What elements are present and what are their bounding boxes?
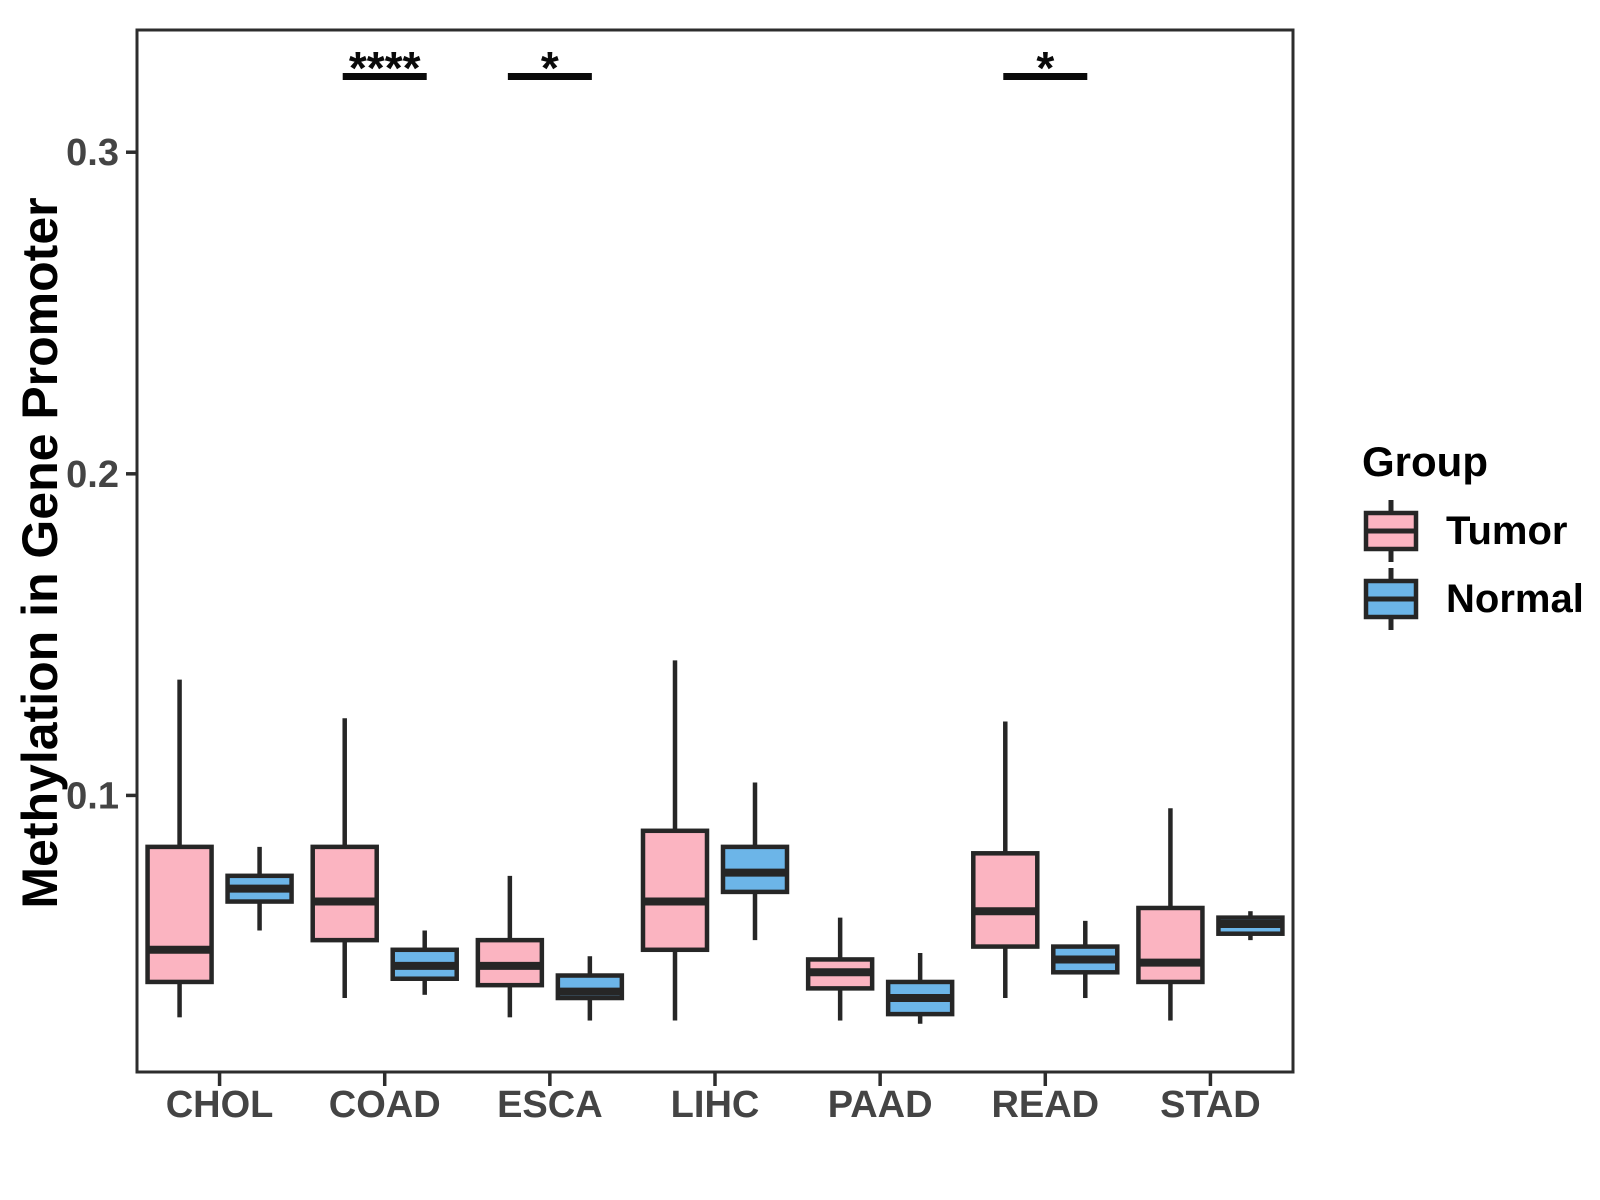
- x-tick-label-PAAD: PAAD: [828, 1084, 933, 1126]
- x-tick-label-STAD: STAD: [1160, 1084, 1261, 1126]
- box-COAD-Tumor: [310, 844, 379, 943]
- legend-label-tumor: Tumor: [1446, 508, 1568, 553]
- significance-line-READ: [1003, 73, 1088, 80]
- significance-line-COAD: [342, 73, 427, 80]
- box-STAD-Tumor: [1136, 905, 1205, 985]
- x-tick-label-CHOL: CHOL: [166, 1084, 274, 1126]
- box-READ-Tumor: [971, 851, 1040, 949]
- legend-item-tumor: Tumor: [1362, 498, 1584, 564]
- box-CHOL-Tumor: [145, 844, 214, 985]
- x-tick-label-READ: READ: [991, 1084, 1099, 1126]
- legend-label-normal: Normal: [1446, 576, 1584, 621]
- y-tick-label-0.1: 0.1: [66, 775, 119, 817]
- x-tick-label-LIHC: LIHC: [671, 1084, 760, 1126]
- significance-label-ESCA: *: [541, 42, 559, 94]
- x-tick-label-COAD: COAD: [329, 1084, 441, 1126]
- legend-item-normal: Normal: [1362, 566, 1584, 632]
- normal-boxplot-key-icon: [1363, 568, 1419, 630]
- significance-line-ESCA: [507, 73, 592, 80]
- legend: Group Tumor Normal: [1362, 438, 1584, 632]
- tumor-boxplot-key-icon: [1363, 500, 1419, 562]
- panel-border: [135, 28, 1295, 1074]
- x-tick-label-ESCA: ESCA: [497, 1084, 603, 1126]
- y-tick-label-0.2: 0.2: [66, 454, 119, 496]
- y-axis-title: Methylation in Gene Promoter: [12, 197, 68, 909]
- box-LIHC-Tumor: [640, 828, 710, 953]
- legend-title: Group: [1362, 438, 1488, 485]
- significance-label-READ: *: [1036, 42, 1054, 94]
- significance-label-COAD: ****: [349, 42, 421, 94]
- y-tick-label-0.3: 0.3: [66, 132, 119, 174]
